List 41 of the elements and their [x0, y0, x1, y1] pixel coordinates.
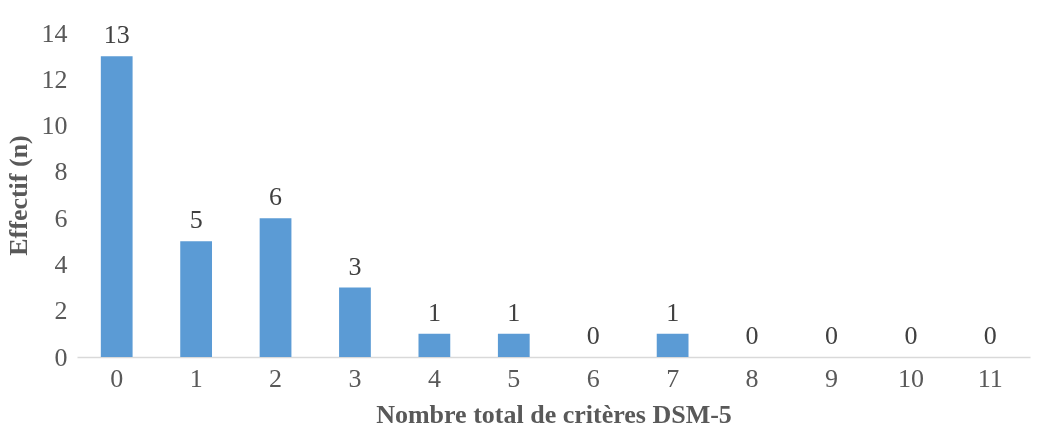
- data-label: 13: [103, 20, 130, 50]
- data-label: 0: [745, 321, 759, 350]
- x-tick-label: 5: [507, 363, 521, 393]
- y-tick-label: 8: [54, 157, 68, 187]
- bar: [656, 333, 689, 357]
- y-tick-label: 12: [41, 64, 68, 94]
- x-tick-label: 11: [977, 363, 1003, 393]
- data-label: 0: [824, 321, 838, 350]
- y-tick-label: 4: [54, 249, 68, 279]
- data-label: 0: [904, 321, 918, 350]
- y-tick-label: 10: [41, 111, 68, 141]
- data-label: 0: [983, 321, 997, 350]
- x-tick-label: 0: [110, 363, 124, 393]
- x-tick-label: 2: [269, 363, 283, 393]
- y-tick-label: 2: [54, 296, 68, 326]
- x-tick-label: 1: [189, 363, 203, 393]
- data-label: 1: [507, 297, 521, 327]
- y-tick-label: 14: [41, 18, 68, 48]
- data-label: 6: [269, 182, 283, 212]
- data-label: 0: [586, 321, 600, 350]
- data-label: 3: [348, 251, 362, 281]
- x-tick-label: 3: [348, 363, 362, 393]
- data-label: 1: [666, 297, 680, 327]
- x-tick-label: 9: [824, 363, 838, 393]
- x-tick-label: 10: [897, 363, 924, 393]
- x-tick-label: 4: [427, 363, 441, 393]
- y-tick-label: 0: [54, 342, 68, 372]
- x-tick-label: 6: [586, 363, 600, 393]
- bar: [418, 333, 451, 357]
- y-tick-label: 6: [54, 203, 68, 233]
- data-label: 1: [427, 297, 441, 327]
- data-label: 5: [189, 205, 203, 235]
- x-tick-label: 8: [745, 363, 759, 393]
- bar: [339, 287, 371, 357]
- bar: [259, 218, 292, 357]
- x-tick-label: 7: [666, 363, 680, 393]
- bar: [180, 241, 213, 357]
- bar: [497, 333, 530, 357]
- y-axis-title: Effectif (n): [3, 135, 33, 256]
- bar: [100, 56, 133, 357]
- x-axis-title: Nombre total de critères DSM-5: [376, 399, 732, 429]
